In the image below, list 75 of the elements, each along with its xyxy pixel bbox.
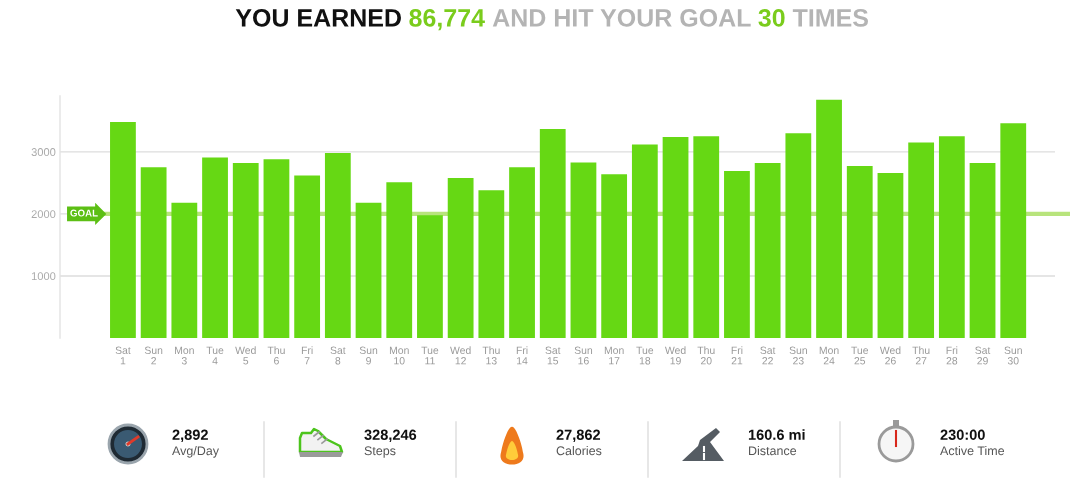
x-tick-label: Fri 21 xyxy=(731,346,743,365)
x-tick-label: Sat 29 xyxy=(975,346,991,365)
bar xyxy=(662,136,689,338)
x-tick-label: Tue 4 xyxy=(206,346,224,365)
bar xyxy=(110,122,136,338)
y-tick-label: 3000 xyxy=(31,148,56,156)
x-tick-label: Thu 20 xyxy=(697,346,715,365)
text: 27,862 xyxy=(556,429,601,443)
x-tick-label: Sat 15 xyxy=(545,346,561,365)
y-tick-label: 2000 xyxy=(31,210,56,219)
x-tick-label: Tue 25 xyxy=(851,346,869,365)
bar xyxy=(693,136,720,338)
x-tick-label: Sat 8 xyxy=(330,346,346,365)
x-tick-label: Tue 18 xyxy=(636,346,654,365)
bar xyxy=(324,153,351,338)
bar xyxy=(631,144,658,338)
x-tick-label: Mon 3 xyxy=(175,346,194,365)
x-tick-label: Tue 11 xyxy=(421,346,439,365)
bar xyxy=(846,166,873,338)
bar xyxy=(417,215,443,338)
text: Active Time xyxy=(940,446,1005,456)
bar xyxy=(263,159,290,338)
text: Steps xyxy=(364,446,396,458)
text: 2,892 xyxy=(172,429,208,443)
x-tick-label: Sun 9 xyxy=(359,346,378,365)
x-tick-label: Sat 22 xyxy=(760,346,776,365)
x-tick-label: Thu 27 xyxy=(912,346,930,365)
x-tick-label: Thu 6 xyxy=(267,346,285,365)
x-tick-label: Mon 24 xyxy=(819,346,839,365)
x-tick-label: Fri 28 xyxy=(946,346,958,365)
chart-title: YOU EARNED 86,774 AND HIT YOUR GOAL 30 TIMES xyxy=(235,9,868,31)
text: 328,246 xyxy=(364,429,417,443)
bar xyxy=(294,175,321,338)
bar xyxy=(478,190,505,338)
bar xyxy=(171,202,198,338)
x-tick-label: Thu 13 xyxy=(482,346,500,365)
x-tick-label: Wed 12 xyxy=(450,346,471,365)
bar xyxy=(877,172,904,338)
bar xyxy=(202,157,228,338)
bar xyxy=(908,142,935,338)
x-tick-label: Sun 30 xyxy=(1004,346,1022,365)
x-tick-label: Fri 14 xyxy=(516,346,528,365)
x-tick-label: Wed 5 xyxy=(235,346,256,365)
bar xyxy=(938,136,965,338)
bar xyxy=(447,177,474,338)
bar xyxy=(386,182,413,338)
text: 230:00 xyxy=(940,429,985,440)
x-tick-label: Sat 1 xyxy=(115,346,131,365)
bar xyxy=(754,163,781,338)
bar xyxy=(1000,123,1027,338)
x-tick-label: Fri 7 xyxy=(301,346,313,365)
bar xyxy=(969,163,996,338)
bar xyxy=(140,167,167,338)
bar xyxy=(570,162,597,338)
text: Avg/Day xyxy=(172,446,219,458)
bar xyxy=(232,163,259,338)
x-tick-label: Sun 2 xyxy=(144,346,163,365)
bar xyxy=(539,128,566,338)
bar xyxy=(355,202,382,338)
bar xyxy=(816,99,842,338)
y-tick-label: 1000 xyxy=(31,272,56,281)
x-tick-label: Sun 16 xyxy=(574,346,593,365)
bar xyxy=(785,133,812,338)
ref-line-label: GOAL xyxy=(70,209,98,217)
x-tick-label: Mon 10 xyxy=(389,346,409,365)
bar xyxy=(601,174,628,338)
bar xyxy=(509,167,535,338)
x-tick-label: Mon 17 xyxy=(604,346,624,365)
text: Distance xyxy=(749,446,797,456)
x-tick-label: Wed 26 xyxy=(879,346,901,365)
text: 160.6 mi xyxy=(748,429,805,440)
x-tick-label: Wed 19 xyxy=(664,346,686,365)
x-tick-label: Sun 23 xyxy=(789,346,807,365)
bar xyxy=(724,171,750,338)
text: Calories xyxy=(556,446,602,456)
